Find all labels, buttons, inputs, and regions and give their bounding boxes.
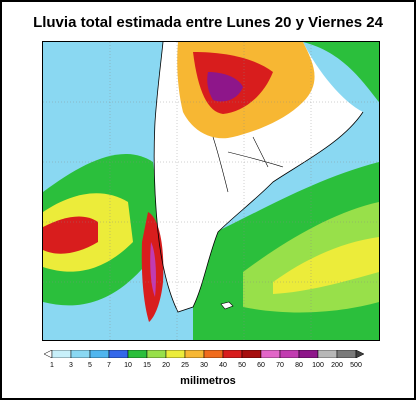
legend-swatch (298, 350, 319, 358)
legend: 1 3 5 7 10 15 20 25 30 40 50 60 70 80 100 200 500 (44, 350, 364, 378)
legend-tick-label: 30 (200, 362, 208, 369)
rain-southern-andes-max (150, 242, 156, 297)
legend-swatch (108, 350, 129, 358)
legend-swatch (241, 350, 262, 358)
legend-tick-label: 70 (276, 362, 284, 369)
legend-tick-label: 80 (295, 362, 303, 369)
coastline (153, 42, 364, 313)
legend-tick-label: 15 (143, 362, 151, 369)
legend-color-bar (44, 350, 364, 358)
legend-swatch (70, 350, 91, 358)
legend-swatch (336, 350, 357, 358)
legend-swatch (89, 350, 110, 358)
legend-tick-label: 60 (257, 362, 265, 369)
legend-tick-label: 100 (312, 362, 324, 369)
country-borders (212, 136, 284, 193)
legend-tick-label: 40 (219, 362, 227, 369)
legend-swatch (222, 350, 243, 358)
legend-tick-label: 50 (238, 362, 246, 369)
legend-tick-label: 3 (69, 362, 73, 369)
legend-swatch (51, 350, 72, 358)
legend-tick-label: 20 (162, 362, 170, 369)
graticule (43, 42, 379, 340)
legend-swatch (44, 350, 53, 358)
legend-swatch (355, 350, 364, 358)
legend-swatch (203, 350, 224, 358)
rain-band-atlantic-core (273, 237, 379, 294)
legend-swatch (165, 350, 186, 358)
legend-swatch (317, 350, 338, 358)
legend-tick-label: 7 (107, 362, 111, 369)
legend-swatch (184, 350, 205, 358)
legend-swatch (127, 350, 148, 358)
malvinas-islands (220, 301, 234, 310)
legend-tick-label: 500 (350, 362, 362, 369)
legend-swatch (260, 350, 281, 358)
rain-band-north-atlantic (303, 42, 379, 102)
precipitation-map-svg (43, 42, 379, 340)
rain-north-land-max (207, 72, 243, 102)
legend-tick-label: 10 (124, 362, 132, 369)
legend-tick-label: 25 (181, 362, 189, 369)
legend-units: milimetros (180, 375, 236, 387)
map-title: Lluvia total estimada entre Lunes 20 y V… (33, 14, 383, 31)
legend-swatch (279, 350, 300, 358)
legend-tick-label: 1 (50, 362, 54, 369)
rain-band-pacific-peak (43, 216, 98, 254)
legend-tick-label: 200 (331, 362, 343, 369)
precipitation-map (42, 41, 380, 341)
legend-swatch (146, 350, 167, 358)
legend-tick-label: 5 (88, 362, 92, 369)
